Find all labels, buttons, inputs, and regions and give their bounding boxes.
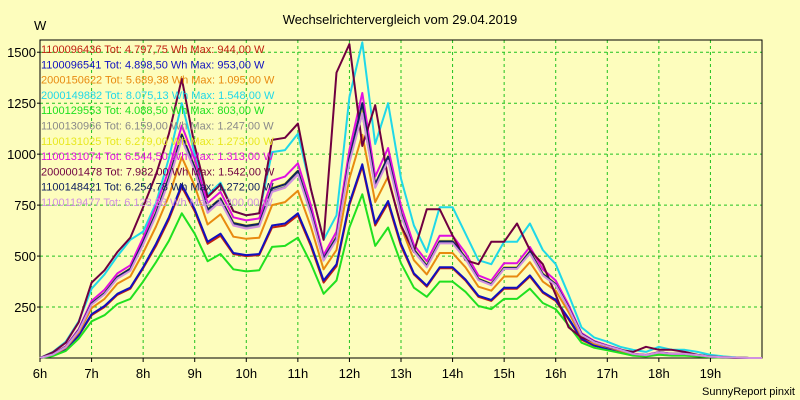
x-tick-label: 16h	[545, 366, 567, 381]
legend-entry-1100148421: 1100148421 Tot: 6.254,78 Wh Max: 1.272,0…	[41, 182, 274, 194]
y-tick-label: 500	[14, 249, 36, 264]
series-line-1100129553	[39, 193, 762, 359]
y-tick-label: 1000	[7, 147, 36, 162]
x-tick-label: 14h	[442, 366, 464, 381]
legend-entry-1100131025: 1100131025 Tot: 6.279,00 Wh Max: 1.273,0…	[41, 136, 274, 148]
x-tick-label: 12h	[339, 366, 361, 381]
y-tick-label: 250	[14, 300, 36, 315]
y-tick-label: 1500	[7, 45, 36, 60]
y-tick-label: 1250	[7, 96, 36, 111]
x-axis: 6h 7h 8h 9h 10h 11h 12h 13h 14h 15h 16h 17h 18h 19h	[33, 358, 722, 381]
legend-entry-1100129553: 1100129553 Tot: 4.088,50 Wh Max: 803,00 …	[41, 105, 265, 117]
series-line-2000149882	[39, 41, 762, 359]
chart-title: Wechselrichtervergleich vom 29.04.2019	[283, 12, 518, 27]
x-tick-label: 18h	[648, 366, 670, 381]
legend-entry-1100096541: 1100096541 Tot: 4.898,50 Wh Max: 953,00 …	[41, 59, 265, 71]
legend-entry-1100130966: 1100130966 Tot: 6.159,00 Wh Max: 1.247,0…	[41, 121, 274, 133]
x-tick-label: 6h	[33, 366, 47, 381]
x-tick-label: 7h	[84, 366, 98, 381]
legend-entry-2000150622: 2000150622 Tot: 5.689,38 Wh Max: 1.095,0…	[41, 75, 275, 87]
legend-entry-2000149882: 2000149882 Tot: 8.075,13 Wh Max: 1.548,0…	[41, 90, 275, 102]
x-tick-label: 10h	[235, 366, 257, 381]
x-tick-label: 13h	[390, 366, 412, 381]
legend-entry-1100131074: 1100131074 Tot: 6.544,50 Wh Max: 1.313,0…	[41, 151, 274, 163]
y-tick-label: 750	[14, 198, 36, 213]
legend-entry-2000001478: 2000001478 Tot: 7.982,00 Wh Max: 1.542,0…	[41, 166, 275, 178]
series-lines	[39, 41, 762, 359]
x-tick-label: 8h	[136, 366, 150, 381]
series-line-2000001478	[39, 43, 762, 359]
y-axis: 250 500 750 1000 1250 1500	[7, 45, 40, 315]
x-tick-label: 15h	[493, 366, 515, 381]
legend: 1100096436 Tot: 4.797,75 Wh Max: 944,00 …	[41, 44, 275, 209]
x-tick-label: 19h	[700, 366, 722, 381]
legend-entry-1100119477: 1100119477 Tot: 6.128,83 Wh Max: 1.200,0…	[41, 197, 273, 209]
x-tick-label: 11h	[287, 366, 308, 381]
x-tick-label: 9h	[187, 366, 201, 381]
credit-text: SunnyReport pinxit	[702, 386, 795, 398]
grid	[39, 40, 762, 358]
legend-entry-1100096436: 1100096436 Tot: 4.797,75 Wh Max: 944,00 …	[41, 44, 265, 56]
y-axis-label: W	[34, 18, 47, 33]
x-tick-label: 17h	[596, 366, 618, 381]
series-line-1100119477	[39, 112, 762, 359]
